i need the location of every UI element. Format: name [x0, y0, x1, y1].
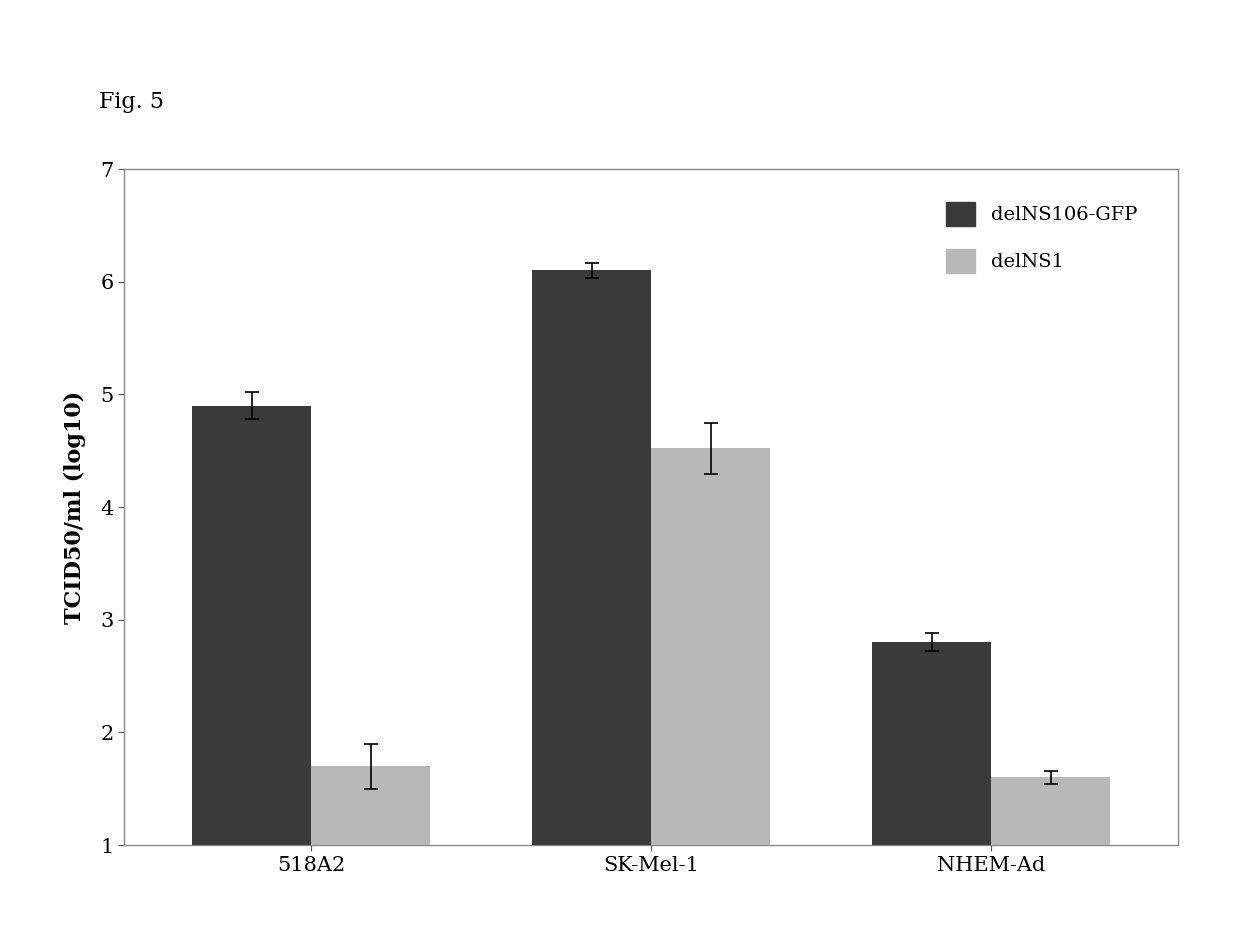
Bar	[311, 766, 430, 939]
Y-axis label: TCID50/ml (log10): TCID50/ml (log10)	[64, 391, 87, 623]
Bar	[991, 777, 1110, 939]
Bar	[651, 449, 770, 939]
Legend: delNS106-GFP, delNS1: delNS106-GFP, delNS1	[936, 192, 1147, 283]
Bar	[532, 270, 651, 939]
Bar	[872, 642, 991, 939]
Bar	[192, 406, 311, 939]
Text: Fig. 5: Fig. 5	[99, 91, 164, 113]
